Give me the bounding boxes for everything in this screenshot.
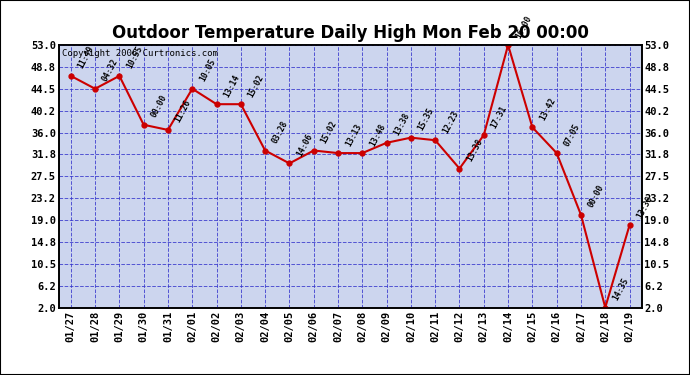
Text: 10:05: 10:05 (198, 57, 217, 83)
Text: 16:00: 16:00 (513, 14, 533, 39)
Text: 15:02: 15:02 (246, 73, 266, 99)
Text: Copyright 2006 Curtronics.com: Copyright 2006 Curtronics.com (61, 49, 217, 58)
Text: 07:05: 07:05 (562, 122, 582, 147)
Text: 03:28: 03:28 (270, 119, 290, 145)
Text: 13:38: 13:38 (465, 137, 484, 163)
Text: 00:00: 00:00 (149, 93, 168, 119)
Text: 10:55: 10:55 (125, 45, 144, 70)
Text: 13:38: 13:38 (635, 194, 655, 220)
Text: 00:00: 00:00 (586, 183, 606, 209)
Text: 12:23: 12:23 (441, 109, 460, 135)
Text: 14:06: 14:06 (295, 132, 315, 158)
Text: 04:32: 04:32 (101, 57, 120, 83)
Text: 11:26: 11:26 (173, 99, 193, 124)
Text: 13:48: 13:48 (368, 122, 387, 147)
Text: 17:31: 17:31 (489, 104, 509, 129)
Title: Outdoor Temperature Daily High Mon Feb 20 00:00: Outdoor Temperature Daily High Mon Feb 2… (112, 24, 589, 42)
Text: 15:35: 15:35 (417, 106, 436, 132)
Text: 13:14: 13:14 (222, 73, 242, 99)
Text: 13:38: 13:38 (392, 111, 411, 137)
Text: 11:49: 11:49 (77, 45, 96, 70)
Text: 13:13: 13:13 (344, 122, 363, 147)
Text: 15:02: 15:02 (319, 119, 339, 145)
Text: 13:42: 13:42 (538, 96, 558, 122)
Text: 14:35: 14:35 (611, 276, 630, 302)
